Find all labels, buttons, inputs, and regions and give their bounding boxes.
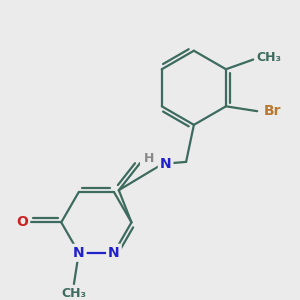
- Text: N: N: [160, 157, 171, 171]
- Text: O: O: [142, 151, 154, 165]
- Text: Br: Br: [264, 104, 282, 118]
- Text: N: N: [108, 246, 120, 260]
- Text: CH₃: CH₃: [61, 287, 86, 300]
- Text: N: N: [73, 246, 85, 260]
- Text: CH₃: CH₃: [256, 51, 281, 64]
- Text: H: H: [144, 152, 154, 166]
- Text: O: O: [16, 215, 28, 230]
